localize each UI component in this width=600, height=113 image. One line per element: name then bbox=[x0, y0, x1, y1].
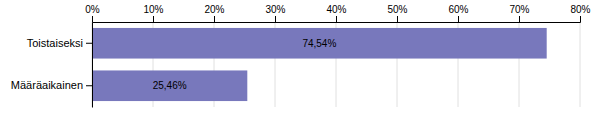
x-tick-label: 30% bbox=[265, 4, 285, 15]
grid-line bbox=[580, 22, 581, 107]
y-tick-mark bbox=[86, 43, 92, 44]
x-tick: 70% bbox=[509, 4, 529, 22]
x-tick: 60% bbox=[448, 4, 468, 22]
x-tick-label: 20% bbox=[204, 4, 224, 15]
y-tick: Toistaiseksi bbox=[27, 37, 92, 49]
x-tick-mark bbox=[580, 16, 581, 22]
y-axis-line bbox=[92, 23, 93, 108]
x-tick: 80% bbox=[570, 4, 590, 22]
x-tick-label: 70% bbox=[509, 4, 529, 15]
chart: 0% 10% 20% 30% 40% 50% 60% 70% 80% Toistaiseksi Mä… bbox=[0, 0, 600, 113]
data-label: 74,54% bbox=[302, 38, 336, 49]
x-tick-mark bbox=[214, 16, 215, 22]
y-tick: Määräaikainen bbox=[11, 79, 92, 91]
x-tick-mark bbox=[92, 16, 93, 22]
x-axis: 0% 10% 20% 30% 40% 50% 60% 70% 80% bbox=[85, 4, 590, 23]
grid-line bbox=[92, 22, 93, 107]
x-tick-label: 60% bbox=[448, 4, 468, 15]
x-tick-label: 40% bbox=[326, 4, 346, 15]
grid bbox=[92, 22, 580, 107]
x-tick: 30% bbox=[265, 4, 285, 22]
bars bbox=[92, 28, 547, 101]
y-tick-mark bbox=[86, 85, 92, 86]
bar bbox=[92, 28, 547, 59]
x-tick: 10% bbox=[143, 4, 163, 22]
y-axis: Toistaiseksi Määräaikainen bbox=[11, 23, 93, 108]
x-tick: 20% bbox=[204, 4, 224, 22]
x-tick-label: 0% bbox=[85, 4, 100, 15]
x-tick-label: 50% bbox=[387, 4, 407, 15]
x-tick-mark bbox=[458, 16, 459, 22]
x-tick: 50% bbox=[387, 4, 407, 22]
x-axis-line bbox=[93, 16, 581, 23]
x-tick-label: 80% bbox=[570, 4, 590, 15]
x-tick-mark bbox=[519, 16, 520, 22]
y-tick-label: Määräaikainen bbox=[11, 79, 83, 91]
data-label: 25,46% bbox=[153, 80, 187, 91]
x-tick-mark bbox=[153, 16, 154, 22]
x-tick: 40% bbox=[326, 4, 346, 22]
bar bbox=[92, 70, 247, 101]
x-tick-mark bbox=[336, 16, 337, 22]
x-tick-mark bbox=[275, 16, 276, 22]
x-tick-mark bbox=[397, 16, 398, 22]
data-labels: 74,54% 25,46% bbox=[153, 38, 337, 92]
y-tick-label: Toistaiseksi bbox=[27, 37, 83, 49]
x-tick-label: 10% bbox=[143, 4, 163, 15]
x-tick: 0% bbox=[85, 4, 100, 22]
plot: 0% 10% 20% 30% 40% 50% 60% 70% 80% Toistaiseksi Mä… bbox=[11, 4, 591, 108]
